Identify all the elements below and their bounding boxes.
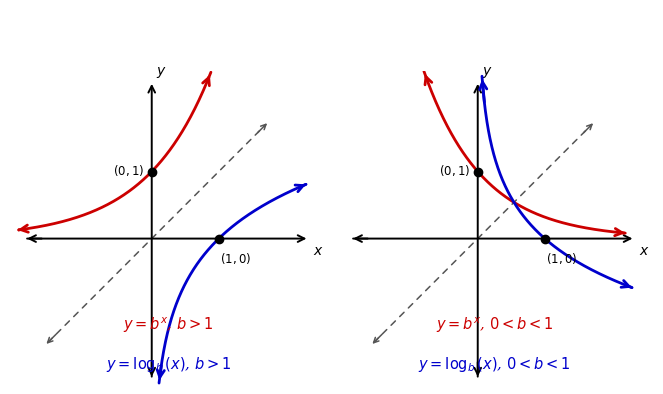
Text: $(1,0)$: $(1,0)$ [546,251,577,266]
Text: $y = b^x$, $0 < b < 1$: $y = b^x$, $0 < b < 1$ [436,315,554,335]
Text: $y = b^x$, $b > 1$: $y = b^x$, $b > 1$ [123,315,213,335]
Text: $x$: $x$ [313,243,324,258]
Text: $y = \log_b(x)$, $b > 1$: $y = \log_b(x)$, $b > 1$ [106,355,231,374]
Text: $y$: $y$ [483,65,493,80]
Text: $(1,0)$: $(1,0)$ [220,251,251,266]
Text: $y = \log_b(x)$, $0 < b < 1$: $y = \log_b(x)$, $0 < b < 1$ [418,355,571,374]
Text: $x$: $x$ [638,243,649,258]
Text: $(0,1)$: $(0,1)$ [113,163,144,178]
Text: $(0,1)$: $(0,1)$ [438,163,469,178]
Text: $y$: $y$ [156,65,167,80]
